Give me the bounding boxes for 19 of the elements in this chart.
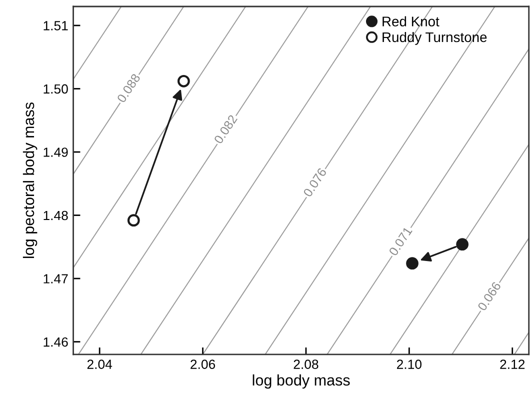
x-tick-label: 2.04: [87, 360, 112, 369]
y-tick-label: 1.51: [44, 21, 68, 30]
point: [456, 238, 469, 251]
y-axis-title: log pectoral body mass: [22, 102, 38, 258]
legend-label: Ruddy Turnstone: [382, 32, 487, 45]
y-tick-label: 1.48: [44, 210, 68, 220]
x-axis-title: log body mass: [252, 374, 350, 389]
legend-label: Red Knot: [382, 16, 440, 26]
point: [127, 214, 140, 227]
y-tick-label: 1.47: [44, 274, 68, 284]
y-tick-label: 1.46: [44, 337, 68, 347]
x-tick-label: 2.10: [396, 360, 422, 369]
y-tick-label: 1.50: [44, 84, 68, 94]
x-tick-label: 2.06: [190, 360, 216, 369]
point: [406, 257, 418, 270]
y-tick-label: 1.49: [44, 148, 68, 157]
x-tick-label: 2.12: [500, 360, 525, 369]
point: [178, 74, 190, 88]
x-tick-label: 2.08: [294, 360, 318, 369]
